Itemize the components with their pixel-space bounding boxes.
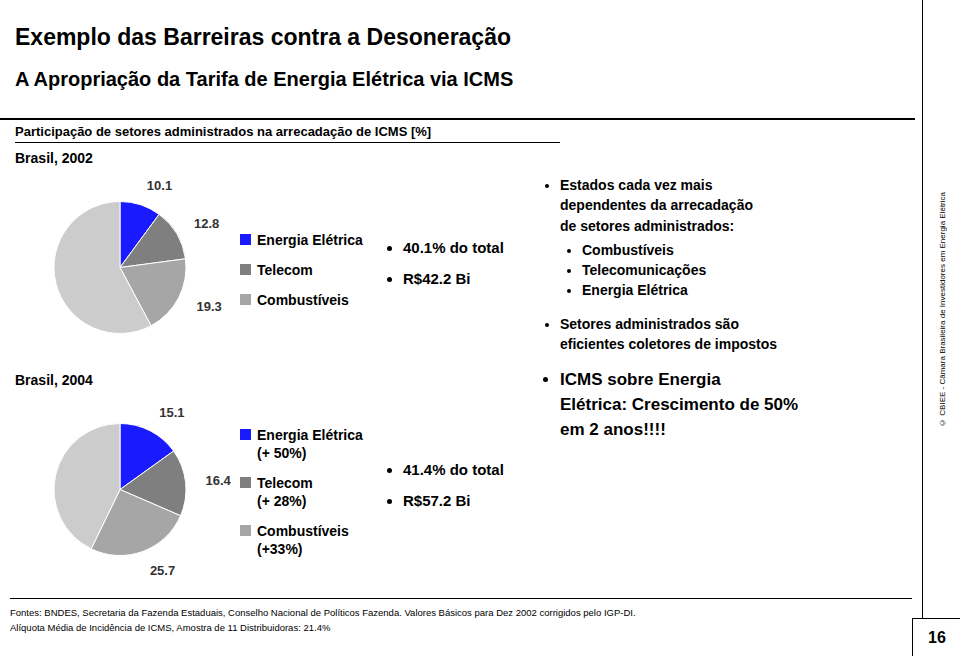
html-text:ICMS sobre Energia Elétrica: C: ICMS sobre Energia Elétrica: Crescimento… <box>560 370 799 439</box>
html-text:R$57.2 Bi: R$57.2 Bi <box>403 492 471 509</box>
html-text:A Apropriação da Tarifa de Ene: A Apropriação da Tarifa de Energia Elétr… <box>15 68 514 90</box>
svg-text:16.4: 16.4 <box>206 473 232 488</box>
html-text:Energia Elétrica: Energia Elétrica <box>257 232 363 248</box>
html-text:Exemplo das Barreiras contra a: Exemplo das Barreiras contra a Desoneraç… <box>15 24 511 50</box>
svg-text:25.7: 25.7 <box>150 563 175 578</box>
html-text:Setores administrados são efic: Setores administrados são eficientes col… <box>560 315 778 353</box>
html-text:Combustíveis: Combustíveis <box>582 241 674 258</box>
html-text:Combustíveis: Combustíveis <box>257 292 349 308</box>
html-text:Energia Elétrica: Energia Elétrica <box>582 281 688 298</box>
html-text:R$42.2 Bi: R$42.2 Bi <box>403 270 471 287</box>
svg-text:19.3: 19.3 <box>197 299 222 314</box>
html-text:Participação de setores admini: Participação de setores administrados na… <box>15 124 432 139</box>
html-text:Fontes: BNDES, Secretaria da F: Fontes: BNDES, Secretaria da Fazenda Est… <box>10 607 636 618</box>
html-text:© CBIEE - Câmara Brasileira de: © CBIEE - Câmara Brasileira de Investido… <box>937 191 947 427</box>
html-text:40.1% do total: 40.1% do total <box>403 239 504 256</box>
html-text:16: 16 <box>928 629 946 646</box>
html-text:Energia Elétrica (+ 50%): Energia Elétrica (+ 50%) <box>257 427 363 461</box>
html-text:Combustíveis (+33%): Combustíveis (+33%) <box>257 523 349 557</box>
html-text:Telecom: Telecom <box>257 262 313 278</box>
html-text:41.4% do total: 41.4% do total <box>403 461 504 478</box>
html-text:Estados cada vez mais dependen: Estados cada vez mais dependentes da arr… <box>560 177 753 234</box>
svg-text:10.1: 10.1 <box>147 178 172 193</box>
html-text:Brasil, 2004: Brasil, 2004 <box>15 372 93 388</box>
svg-text:15.1: 15.1 <box>159 405 184 420</box>
svg-text:12.8: 12.8 <box>194 216 219 231</box>
html-text:Telecom (+ 28%): Telecom (+ 28%) <box>257 475 313 509</box>
html-text:Telecomunicações: Telecomunicações <box>582 261 707 278</box>
html-text:Alíquota Média de Incidência d: Alíquota Média de Incidência de ICMS, Am… <box>10 622 331 633</box>
html-text:Brasil, 2002: Brasil, 2002 <box>15 150 93 166</box>
